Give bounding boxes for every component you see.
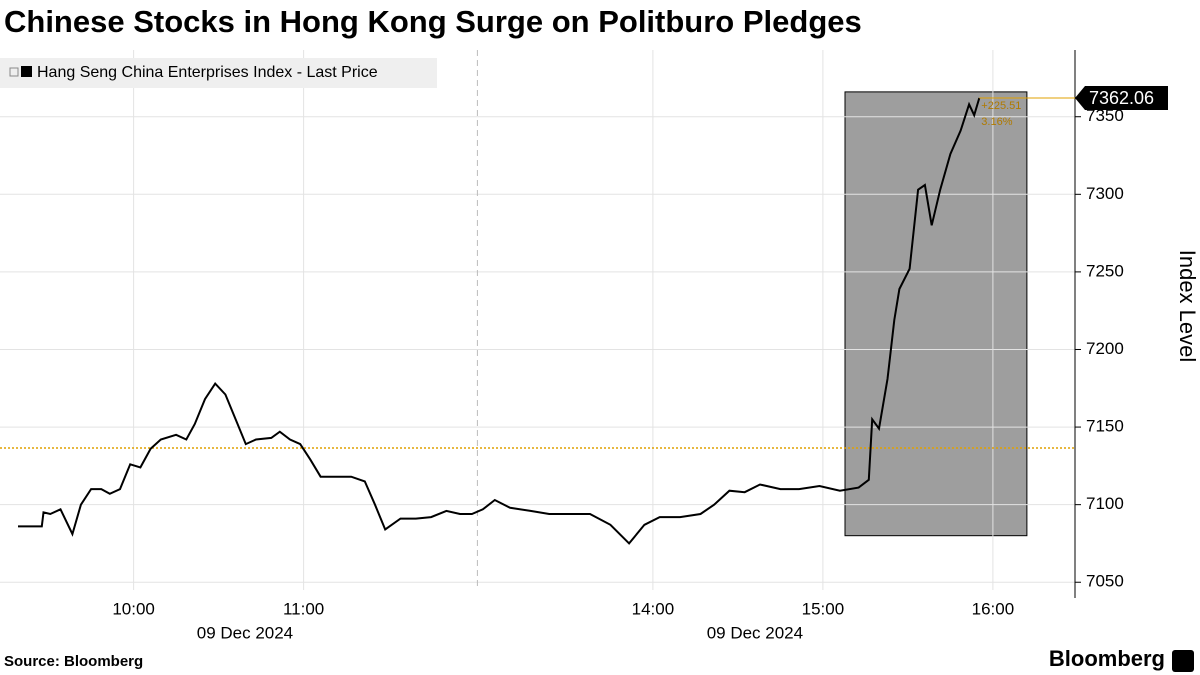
y-tick-label: 7150	[1086, 417, 1124, 436]
x-tick-label: 16:00	[972, 599, 1015, 618]
y-axis-label: Index Level	[1175, 250, 1200, 363]
legend-box	[0, 58, 437, 88]
source: Source: Bloomberg	[4, 653, 143, 670]
legend-swatch	[21, 66, 32, 77]
brand-icon	[1172, 650, 1194, 672]
highlight-region	[844, 91, 1028, 537]
y-tick-label: 7250	[1086, 261, 1124, 280]
x-group-label: 09 Dec 2024	[197, 623, 293, 642]
x-group-label: 09 Dec 2024	[707, 623, 803, 642]
chart-title: Chinese Stocks in Hong Kong Surge on Pol…	[4, 4, 862, 39]
y-tick-label: 7350	[1086, 106, 1124, 125]
x-tick-label: 10:00	[112, 599, 155, 618]
brand: Bloomberg	[1049, 646, 1165, 671]
x-tick-label: 15:00	[802, 599, 845, 618]
x-tick-label: 14:00	[632, 599, 675, 618]
legend-label: Hang Seng China Enterprises Index - Last…	[37, 64, 378, 81]
y-tick-label: 7200	[1086, 339, 1124, 358]
y-tick-label: 7300	[1086, 184, 1124, 203]
change-annotation: 3.16%	[981, 116, 1012, 128]
series-line	[18, 97, 981, 545]
y-tick-label: 7100	[1086, 494, 1124, 513]
last-value-box	[1075, 86, 1168, 111]
change-annotation: +225.51	[981, 100, 1021, 112]
y-tick-label: 7050	[1086, 572, 1124, 591]
legend-handle	[9, 67, 19, 77]
last-value-label: 7362.06	[1089, 88, 1154, 108]
x-tick-label: 11:00	[283, 599, 324, 618]
